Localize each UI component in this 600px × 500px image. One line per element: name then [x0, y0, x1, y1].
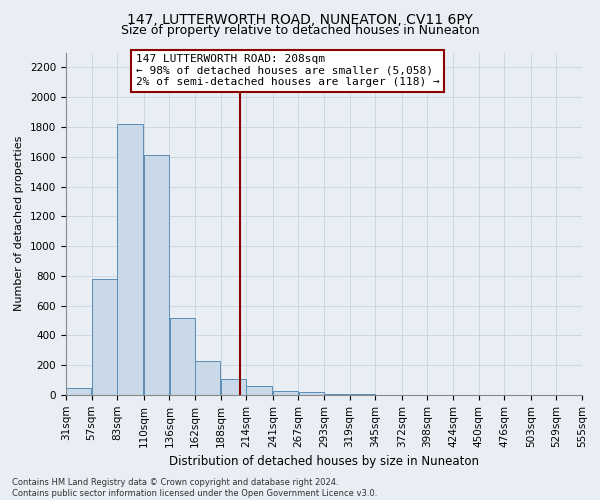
Text: 147 LUTTERWORTH ROAD: 208sqm
← 98% of detached houses are smaller (5,058)
2% of : 147 LUTTERWORTH ROAD: 208sqm ← 98% of de… [136, 54, 439, 88]
Bar [324, 394, 349, 395]
Bar [273, 390, 298, 395]
Bar [247, 386, 272, 395]
Bar [299, 392, 324, 395]
Bar [170, 318, 195, 395]
Y-axis label: Number of detached properties: Number of detached properties [14, 136, 25, 312]
Bar [66, 388, 91, 395]
Text: Contains HM Land Registry data © Crown copyright and database right 2024.
Contai: Contains HM Land Registry data © Crown c… [12, 478, 377, 498]
Text: 147, LUTTERWORTH ROAD, NUNEATON, CV11 6PY: 147, LUTTERWORTH ROAD, NUNEATON, CV11 6P… [127, 12, 473, 26]
Text: Size of property relative to detached houses in Nuneaton: Size of property relative to detached ho… [121, 24, 479, 37]
Bar [144, 155, 169, 395]
Bar [92, 279, 117, 395]
Bar [195, 361, 220, 395]
Bar [221, 378, 246, 395]
X-axis label: Distribution of detached houses by size in Nuneaton: Distribution of detached houses by size … [169, 455, 479, 468]
Bar [350, 394, 375, 395]
Bar [118, 124, 143, 395]
